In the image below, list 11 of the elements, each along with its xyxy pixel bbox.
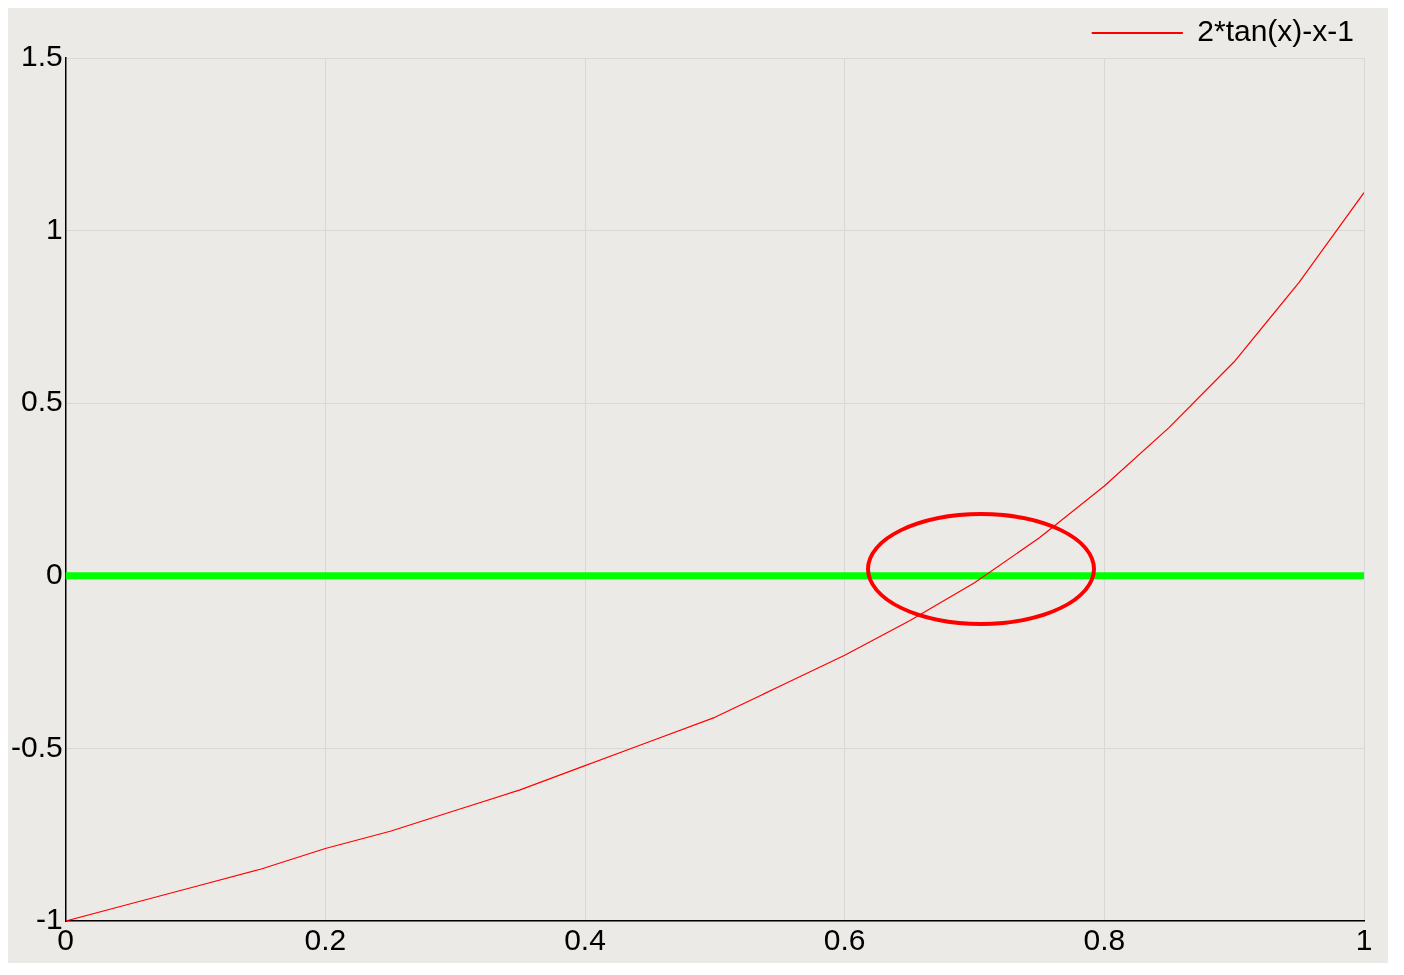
y-tick-label: 1 [46,211,63,245]
y-tick-label: -0.5 [10,729,63,763]
x-tick-label: 0.4 [564,923,606,957]
x-tick-label: 0.2 [304,923,347,957]
x-tick-label: 1 [1355,923,1373,957]
x-tick-label: 0.8 [1083,923,1126,957]
y-tick-label: 0 [46,557,63,591]
legend-label: 2*tan(x)-x-1 [1197,14,1355,48]
x-tick-label: 0.6 [823,923,866,957]
y-tick-label: 0.5 [20,384,63,418]
y-tick-label: 1.5 [20,39,63,73]
